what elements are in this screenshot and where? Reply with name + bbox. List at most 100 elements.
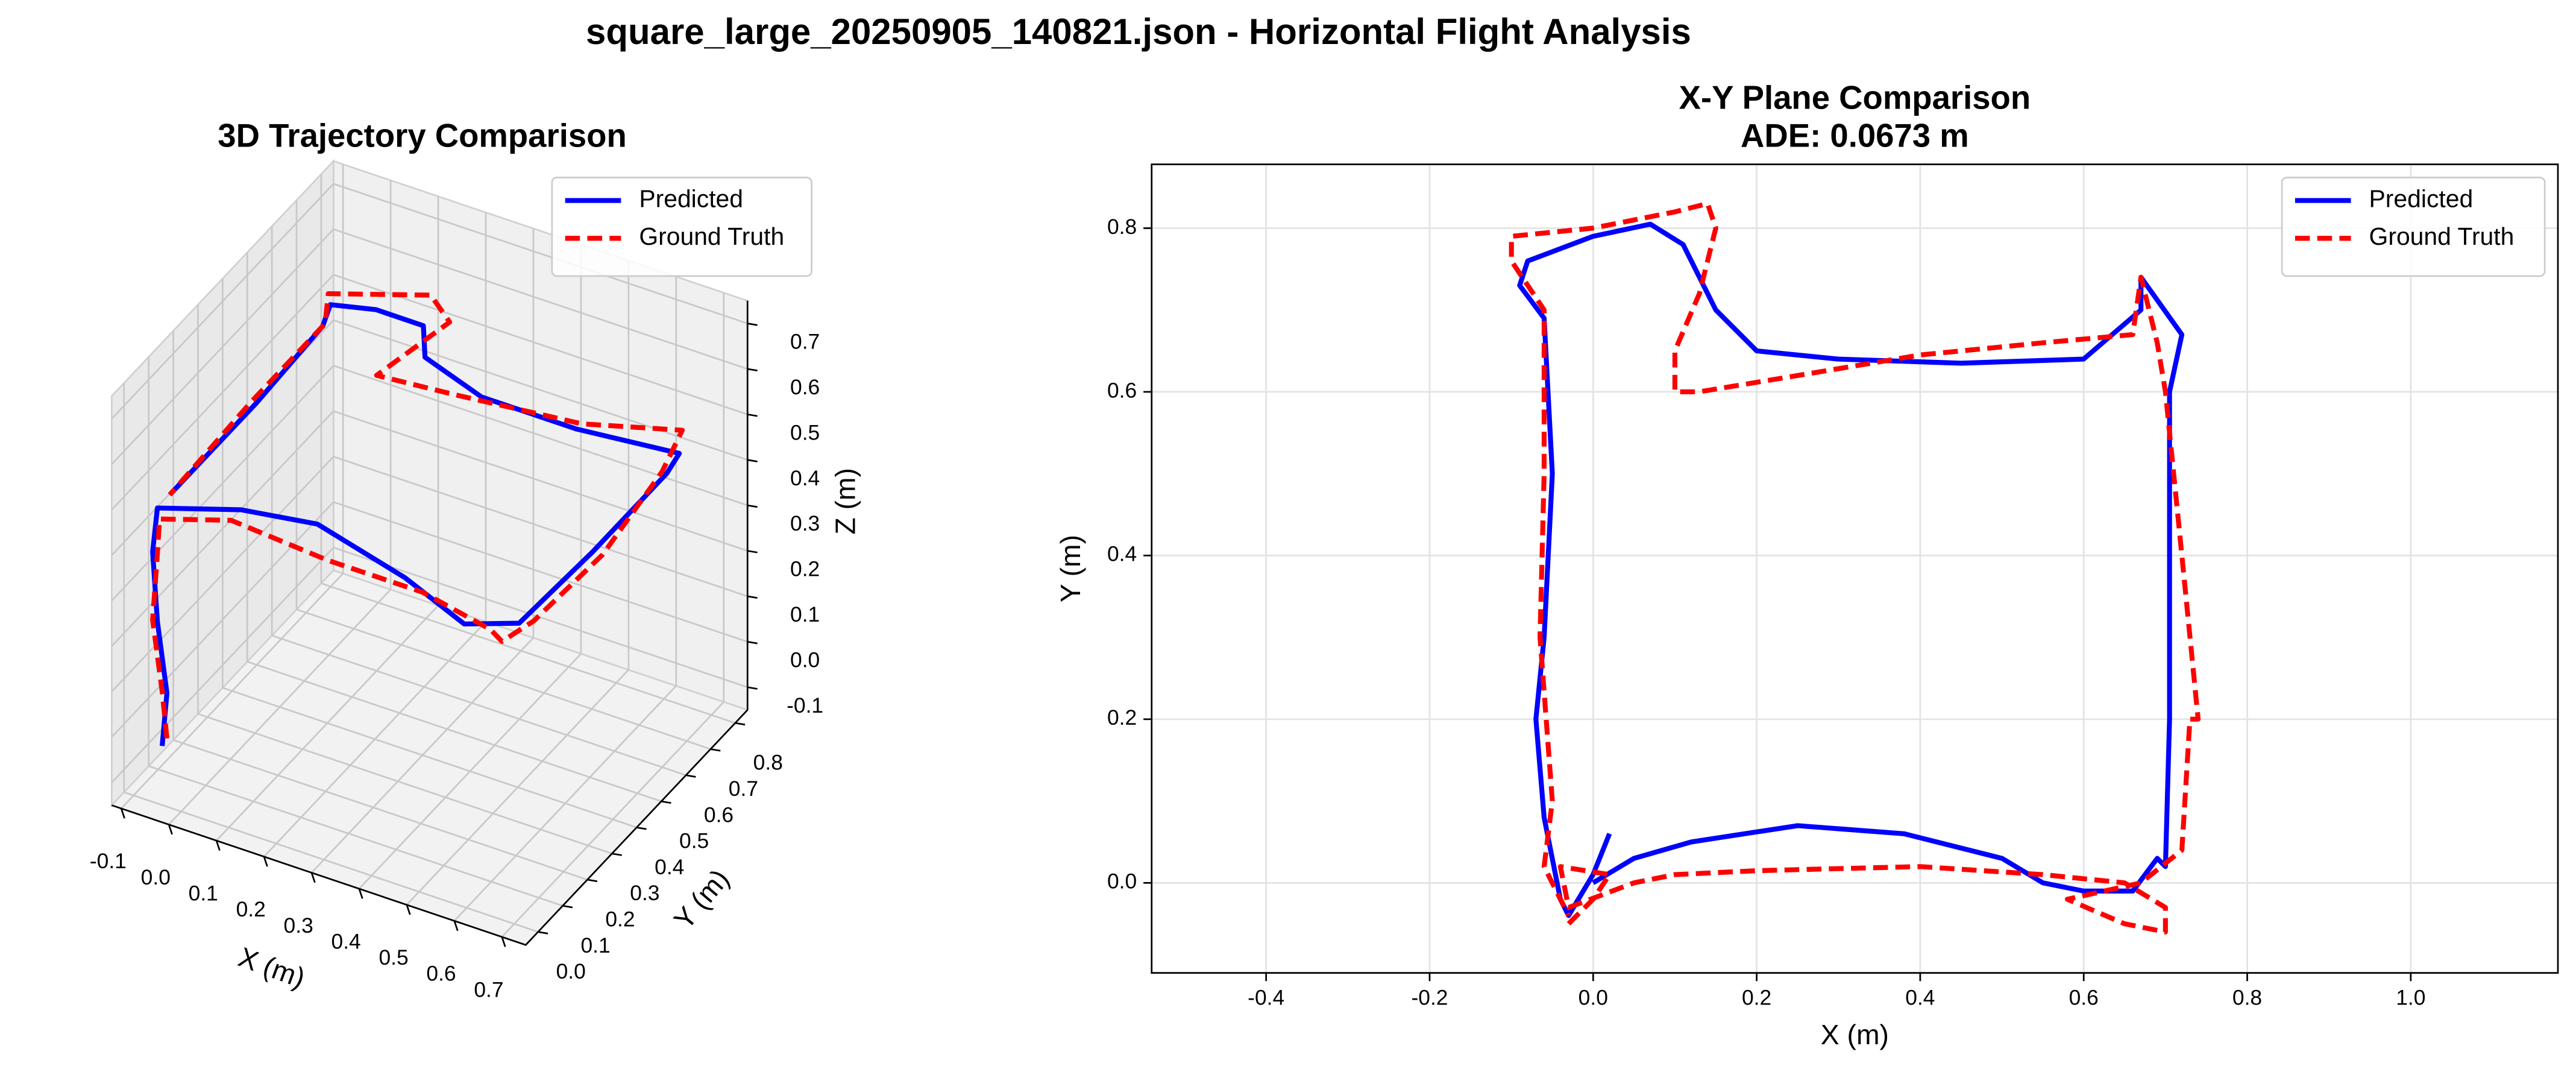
grid-line bbox=[111, 365, 335, 602]
z-tick-label: 0.3 bbox=[790, 511, 820, 535]
x-tick-label: 0.0 bbox=[141, 865, 171, 889]
grid-line bbox=[333, 319, 748, 461]
x-tick-label: 0.7 bbox=[474, 977, 503, 1001]
x-tick-label: -0.4 bbox=[1248, 986, 1284, 1010]
x-tick-label: -0.2 bbox=[1411, 986, 1448, 1010]
z-tick-label: 0.1 bbox=[790, 602, 820, 626]
chart-title: 3D Trajectory Comparison bbox=[218, 117, 626, 154]
x-tick-label: 0.1 bbox=[189, 881, 218, 906]
x-tick bbox=[453, 920, 459, 932]
z-tick bbox=[747, 550, 758, 553]
z-tick bbox=[747, 686, 758, 690]
y-tick bbox=[636, 827, 647, 830]
x-tick bbox=[501, 936, 506, 947]
trajectory-line bbox=[150, 291, 685, 739]
trajectory-line bbox=[1509, 201, 2201, 935]
z-tick bbox=[747, 641, 758, 645]
grid-line bbox=[222, 687, 637, 828]
z-tick-label: 0.0 bbox=[790, 648, 820, 672]
y-tick bbox=[562, 904, 573, 909]
z-axis-label: Z (m) bbox=[830, 468, 861, 535]
legend-label: Ground Truth bbox=[2369, 222, 2515, 250]
grid-line bbox=[333, 183, 748, 324]
x-tick bbox=[215, 840, 221, 851]
trajectory-line bbox=[150, 302, 682, 746]
x-tick bbox=[310, 872, 316, 883]
z-tick bbox=[747, 413, 758, 417]
y-tick bbox=[710, 748, 721, 752]
grid-line bbox=[321, 582, 736, 724]
y-tick-label: 0.8 bbox=[1107, 215, 1137, 239]
z-tick bbox=[747, 595, 758, 599]
y-tick-label: 0.8 bbox=[753, 751, 783, 775]
z-tick bbox=[747, 323, 758, 326]
y-tick-label: 0.0 bbox=[556, 959, 586, 983]
y-tick-label: 0.4 bbox=[1107, 542, 1137, 566]
grid-line bbox=[333, 546, 748, 689]
x-tick-label: 0.0 bbox=[1579, 986, 1608, 1010]
plot-frame bbox=[1151, 163, 2559, 974]
y-tick bbox=[685, 774, 696, 778]
y-tick-label: 0.7 bbox=[729, 777, 758, 801]
y-axis-label: Y (m) bbox=[1055, 535, 1086, 602]
x-tick bbox=[263, 856, 268, 867]
grid-line bbox=[333, 365, 748, 506]
x-tick bbox=[168, 824, 173, 835]
grid-line bbox=[247, 661, 662, 802]
grid-line bbox=[148, 765, 564, 907]
grid-line bbox=[111, 410, 335, 647]
y-tick-label: 0.0 bbox=[1107, 869, 1137, 894]
grid-line bbox=[111, 183, 335, 420]
legend-label: Predicted bbox=[639, 184, 743, 212]
y-tick bbox=[587, 878, 598, 883]
z-tick-label: 0.7 bbox=[790, 330, 820, 354]
y-tick-label: 0.4 bbox=[655, 855, 684, 879]
y-tick-label: 0.5 bbox=[679, 829, 709, 853]
z-tick bbox=[747, 368, 758, 371]
y-tick bbox=[612, 853, 622, 856]
trajectory-line bbox=[1517, 221, 2185, 918]
x-tick-label: 0.6 bbox=[426, 962, 456, 986]
legend-label: Ground Truth bbox=[639, 222, 784, 250]
y-tick bbox=[538, 931, 548, 935]
grid-line bbox=[111, 229, 335, 465]
grid-line bbox=[333, 274, 748, 415]
chart-subtitle: ADE: 0.0673 m bbox=[1741, 117, 1969, 154]
x-tick bbox=[406, 904, 411, 915]
x-tick-label: 0.5 bbox=[379, 945, 408, 970]
y-tick bbox=[661, 800, 671, 804]
x-tick-label: 0.2 bbox=[236, 897, 266, 921]
x-tick bbox=[358, 888, 363, 899]
y-tick-label: 0.6 bbox=[1107, 378, 1137, 402]
x-axis-label: X (m) bbox=[1821, 1019, 1889, 1050]
x-tick-label: 0.6 bbox=[2069, 986, 2099, 1010]
chart-title: X-Y Plane Comparison bbox=[1679, 80, 2031, 116]
y-tick-label: 0.1 bbox=[580, 933, 610, 957]
grid-line bbox=[333, 228, 748, 370]
z-tick bbox=[747, 459, 758, 462]
x-tick-label: 0.8 bbox=[2232, 986, 2262, 1010]
y-tick-label: 0.2 bbox=[605, 907, 635, 932]
legend-label: Predicted bbox=[2369, 184, 2474, 212]
z-tick-label: -0.1 bbox=[787, 693, 823, 717]
grid-line bbox=[124, 791, 539, 933]
z-tick-label: 0.4 bbox=[790, 466, 820, 490]
axis-line bbox=[111, 709, 749, 946]
z-tick-label: 0.5 bbox=[790, 420, 820, 444]
grid-line bbox=[111, 501, 335, 738]
grid-line bbox=[271, 634, 686, 777]
z-tick-label: 0.2 bbox=[790, 557, 820, 581]
x-tick-label: 0.2 bbox=[1742, 986, 1771, 1010]
x-tick-label: 0.4 bbox=[331, 929, 360, 953]
x-tick-label: 0.3 bbox=[284, 913, 313, 938]
grid-line bbox=[333, 456, 748, 597]
z-tick bbox=[747, 504, 758, 508]
grid-line bbox=[333, 410, 748, 552]
grid-line bbox=[111, 547, 335, 783]
x-tick bbox=[120, 808, 125, 819]
grid-line bbox=[333, 501, 748, 643]
grid-line bbox=[173, 739, 588, 881]
x-tick-label: 0.4 bbox=[1905, 986, 1935, 1010]
